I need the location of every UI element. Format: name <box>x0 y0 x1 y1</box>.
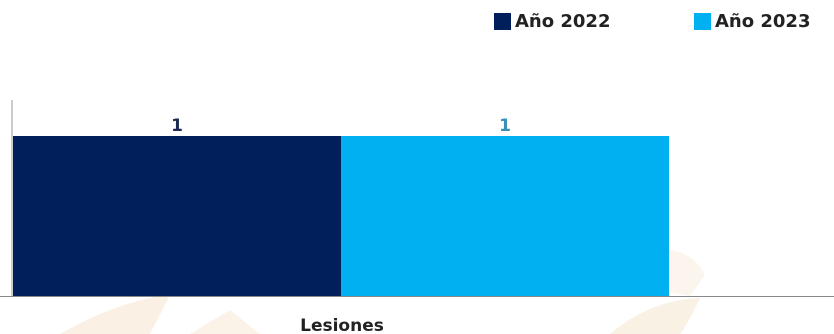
data-label-a-o-2022: 1 <box>171 116 183 136</box>
legend-swatch-2023 <box>694 12 711 30</box>
legend-item-2022: Año 2022 <box>494 10 610 32</box>
legend-label-2022: Año 2022 <box>515 10 611 32</box>
legend-swatch-2022 <box>494 12 511 30</box>
legend-label-2023: Año 2023 <box>715 10 811 32</box>
category-label: Lesiones <box>300 316 384 334</box>
bar-a-o-2022-0[interactable] <box>13 136 341 296</box>
legend-item-2023: Año 2023 <box>694 10 810 32</box>
data-label-a-o-2023: 1 <box>499 116 511 136</box>
bar-a-o-2023-0[interactable] <box>341 136 669 296</box>
